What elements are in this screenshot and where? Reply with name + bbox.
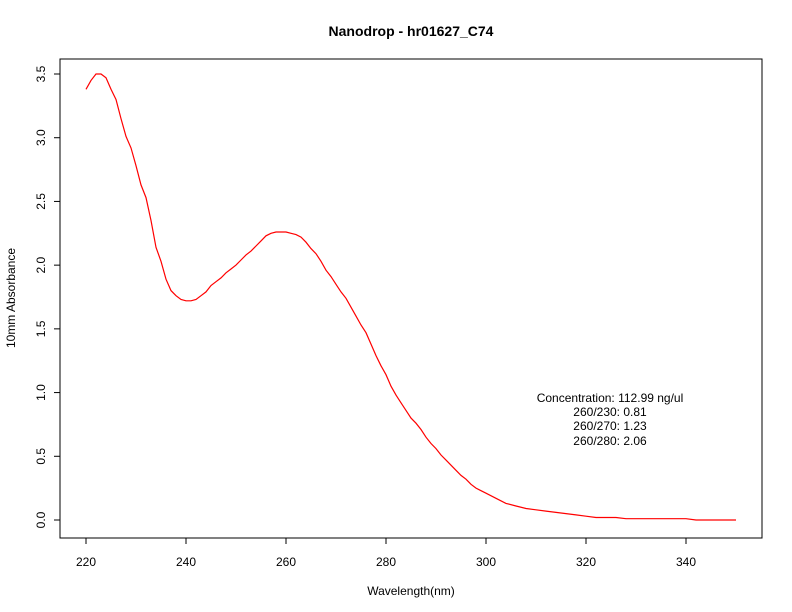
x-tick-label: 280	[376, 555, 396, 569]
concentration-annotation: Concentration: 112.99 ng/ul	[537, 391, 684, 405]
x-tick-label: 260	[276, 555, 296, 569]
y-tick-label: 0.5	[34, 448, 48, 465]
ratio-260-230-annotation: 260/230: 0.81	[573, 405, 647, 419]
y-tick-label: 2.0	[34, 256, 48, 273]
ratio-260-280-annotation: 260/280: 2.06	[573, 434, 647, 448]
x-axis: 220 240 260 280 300 320 340	[76, 538, 696, 569]
x-tick-label: 300	[476, 555, 496, 569]
chart-title: Nanodrop - hr01627_C74	[329, 23, 494, 39]
y-tick-label: 1.0	[34, 384, 48, 401]
y-tick-label: 3.5	[34, 65, 48, 82]
absorbance-series-line	[85, 73, 736, 521]
x-tick-label: 340	[676, 555, 696, 569]
x-tick-label: 240	[176, 555, 196, 569]
ratio-260-270-annotation: 260/270: 1.23	[573, 419, 647, 433]
y-tick-label: 2.5	[34, 193, 48, 210]
x-axis-label: Wavelength(nm)	[367, 584, 455, 598]
y-tick-label: 0.0	[34, 511, 48, 528]
y-tick-label: 3.0	[34, 129, 48, 146]
y-axis: 0.0 0.5 1.0 1.5 2.0 2.5 3.0 3.5	[34, 65, 60, 528]
x-tick-label: 220	[76, 555, 96, 569]
x-tick-label: 320	[576, 555, 596, 569]
y-tick-label: 1.5	[34, 320, 48, 337]
y-axis-label: 10mm Absorbance	[4, 248, 18, 348]
plot-frame	[59, 58, 763, 539]
